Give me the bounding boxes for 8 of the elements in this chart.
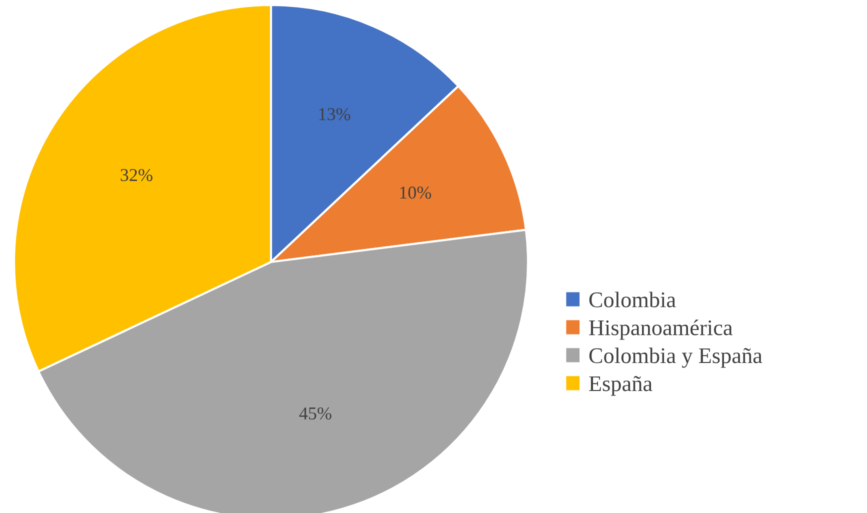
data-label: 32% (120, 168, 152, 182)
data-label: 45% (299, 407, 332, 420)
legend-label: Hispanoamérica (589, 320, 733, 340)
legend-label: Colombia y España (589, 348, 762, 368)
data-label: 13% (319, 108, 350, 120)
data-label: 10% (400, 186, 432, 199)
legend-label: España (589, 376, 652, 396)
legend-label: Colombia (589, 292, 676, 308)
